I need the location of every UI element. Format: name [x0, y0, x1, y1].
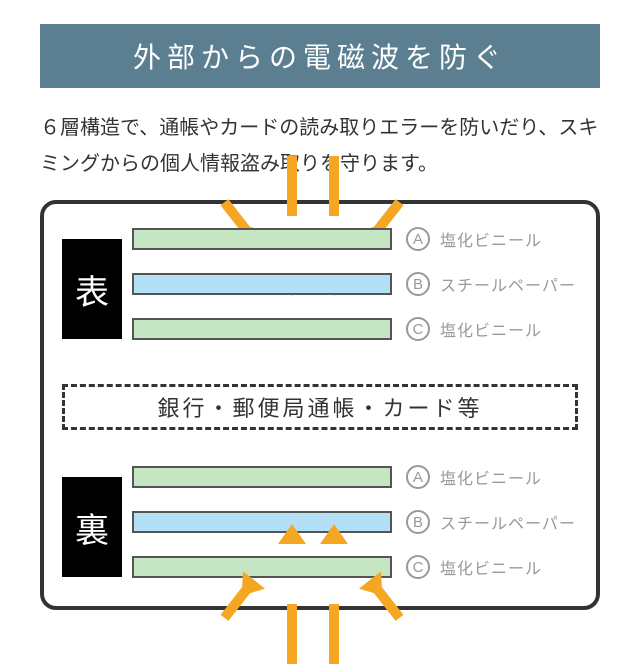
layer-badge: B: [406, 272, 430, 296]
layer-label: 塩化ビニール: [440, 227, 542, 251]
layer-badge: A: [406, 465, 430, 489]
center-text: 銀行・郵便局通帳・カード等: [157, 391, 482, 423]
back-label: 裏: [62, 477, 122, 577]
layer-row: C 塩化ビニール: [132, 552, 578, 582]
layer-bar: [132, 466, 392, 488]
layer-bar: [132, 318, 392, 340]
layer-row: B スチールペーパー: [132, 507, 578, 537]
layer-row: B スチールペーパー: [132, 269, 578, 299]
layer-diagram: 表 A塩化ビニールBスチールペーパーC塩化ビニール 銀行・郵便局通帳・カード等 …: [40, 200, 600, 610]
layer-row: A 塩化ビニール: [132, 224, 578, 254]
back-section: 裏 A 塩化ビニール B スチールペーパー C 塩化ビニール: [62, 462, 578, 592]
layer-label: スチールペーパー: [440, 510, 576, 534]
layer-bar: [132, 273, 392, 295]
back-layers: A 塩化ビニール B スチールペーパー C 塩化ビニール: [132, 462, 578, 597]
layer-label: 塩化ビニール: [440, 465, 542, 489]
front-layers: A 塩化ビニール B スチールペーパー C 塩化ビニール: [132, 224, 578, 359]
layer-label: スチールペーパー: [440, 272, 576, 296]
layer-bar: [132, 228, 392, 250]
layer-bar: [132, 556, 392, 578]
description-text: ６層構造で、通帳やカードの読み取りエラーを防いだり、スキミングからの個人情報盗み…: [40, 110, 600, 182]
layer-label: 塩化ビニール: [440, 317, 542, 341]
layer-badge: B: [406, 510, 430, 534]
layer-label: 塩化ビニール: [440, 555, 542, 579]
layer-badge: A: [406, 227, 430, 251]
header-text: 外部からの電磁波を防ぐ: [133, 36, 507, 76]
center-section: 銀行・郵便局通帳・カード等: [62, 384, 578, 430]
layer-row: C 塩化ビニール: [132, 314, 578, 344]
layer-row: A 塩化ビニール: [132, 462, 578, 492]
header-band: 外部からの電磁波を防ぐ: [40, 24, 600, 88]
front-label: 表: [62, 239, 122, 339]
layer-badge: C: [406, 317, 430, 341]
front-section: 表 A 塩化ビニール B スチールペーパー C 塩化ビニール: [62, 224, 578, 354]
center-box: 銀行・郵便局通帳・カード等: [62, 384, 578, 430]
layer-badge: C: [406, 555, 430, 579]
layer-bar: [132, 511, 392, 533]
